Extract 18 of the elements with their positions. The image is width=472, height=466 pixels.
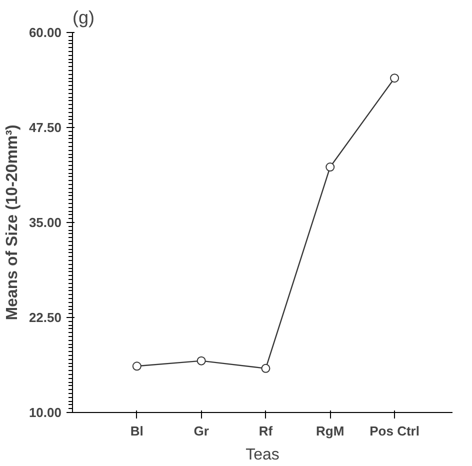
y-tick-label: 47.50 [28,120,62,135]
chart-title: (g) [72,8,94,28]
x-axis-title: Teas [246,446,280,464]
x-tick-label: Bl [130,424,144,438]
point [326,162,335,172]
y-axis-title: Means of Size (10-20mm³) [4,124,21,320]
y-tick-label: 60.00 [28,25,62,40]
y-tick-label: 22.50 [28,310,62,325]
point [390,74,400,83]
x-tick-label: Rf [258,424,274,438]
x-tick-label: Gr [194,424,209,438]
point [261,364,270,373]
point [132,362,142,371]
point [196,356,206,366]
x-tick-label: Pos Ctrl [370,424,420,438]
y-tick-label: 35.00 [28,215,62,230]
y-tick-label: 10.00 [28,405,62,420]
x-tick-label: RgM [316,424,344,438]
